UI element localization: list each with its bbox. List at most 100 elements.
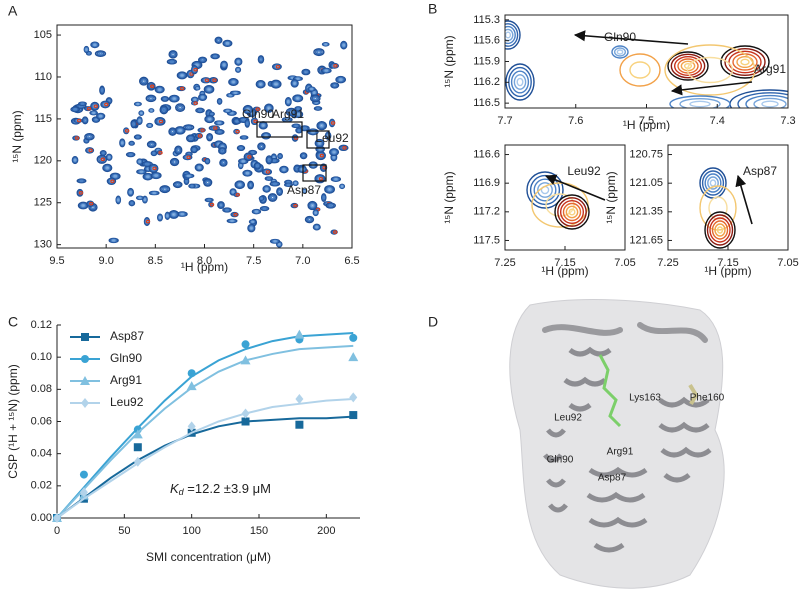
contour — [526, 171, 564, 209]
contour — [231, 190, 235, 194]
contour — [163, 97, 167, 101]
contour — [80, 203, 87, 208]
contour — [151, 151, 157, 156]
peak-label: Gln90 — [604, 30, 636, 44]
contour — [319, 123, 324, 128]
contour — [271, 80, 281, 88]
contour — [314, 49, 323, 55]
contour — [332, 155, 336, 159]
contour — [172, 97, 177, 101]
contour — [141, 79, 146, 84]
y-tick-label: 121.05 — [629, 177, 663, 189]
contour — [315, 175, 325, 183]
kd-annotation: Kd =12.2 ±3.9 μM — [170, 481, 271, 497]
contour — [669, 95, 731, 108]
contour — [338, 78, 343, 82]
y-tick-label: 116.5 — [473, 97, 500, 109]
contour — [318, 147, 322, 151]
legend-label: Gln90 — [110, 351, 142, 365]
contour — [93, 104, 99, 109]
contour — [216, 38, 221, 42]
contour — [85, 133, 94, 140]
contour — [559, 199, 585, 225]
contour — [159, 105, 169, 115]
contour — [248, 181, 254, 189]
contour — [204, 115, 215, 124]
x-tick-label: 7.5 — [639, 115, 654, 127]
contour — [340, 40, 348, 50]
contour — [510, 70, 530, 94]
contour — [554, 194, 590, 230]
x-tick-label: 7.05 — [614, 257, 635, 269]
contour — [291, 79, 298, 87]
contour — [101, 151, 105, 155]
contour — [335, 75, 347, 84]
contour — [180, 212, 185, 216]
contour — [171, 52, 176, 57]
contour — [331, 83, 338, 88]
contour — [316, 151, 325, 160]
contour — [143, 198, 147, 202]
contour — [245, 171, 250, 175]
contour — [234, 57, 243, 66]
contour — [234, 180, 245, 190]
contour — [143, 161, 152, 167]
contour — [107, 99, 111, 103]
panel-label: D — [428, 314, 438, 330]
contour — [277, 242, 281, 246]
x-tick-label: 7.25 — [657, 257, 678, 269]
peak-label: Asp87 — [287, 183, 321, 197]
y-tick-label: 105 — [34, 29, 52, 41]
contour — [138, 119, 141, 123]
contour — [233, 91, 238, 94]
contour — [207, 87, 211, 91]
contour — [303, 189, 306, 193]
contour — [255, 107, 260, 111]
y-axis-label: CSP (¹H + ¹⁵N) (ppm) — [6, 364, 20, 478]
contour — [261, 132, 272, 140]
contour — [148, 141, 156, 148]
contour — [276, 187, 284, 196]
x-tick-label: 7.5 — [246, 255, 261, 267]
contour — [145, 94, 157, 103]
y-tick-label: 121.35 — [629, 206, 663, 218]
contour — [228, 94, 232, 97]
contour — [187, 135, 195, 142]
contour — [131, 120, 136, 128]
plot-frame — [667, 144, 789, 251]
contour — [168, 59, 176, 64]
contour — [140, 77, 148, 85]
contour — [562, 202, 582, 222]
contour — [197, 56, 208, 64]
contour — [129, 190, 132, 194]
contour — [169, 128, 176, 135]
contour — [205, 115, 214, 123]
data-point — [348, 352, 359, 362]
contour — [236, 59, 241, 65]
contour — [222, 63, 226, 67]
contour — [308, 201, 317, 210]
contour — [336, 76, 345, 83]
contour — [84, 139, 88, 143]
contour — [117, 198, 120, 202]
contour — [166, 214, 169, 218]
contour — [275, 64, 281, 69]
contour — [175, 103, 186, 113]
contour — [246, 107, 250, 112]
contour — [753, 97, 787, 108]
contour — [301, 68, 311, 76]
contour — [296, 77, 300, 80]
contour — [243, 105, 252, 114]
contour — [709, 179, 717, 187]
contour — [269, 194, 277, 201]
data-point — [349, 392, 358, 403]
contour — [505, 31, 512, 39]
contour — [290, 79, 299, 88]
peak-label: Asp87 — [743, 164, 777, 178]
contour — [186, 174, 191, 177]
contour — [267, 106, 271, 110]
contour — [78, 191, 84, 195]
contour — [235, 181, 244, 189]
contour — [265, 155, 273, 165]
contour — [96, 51, 105, 57]
